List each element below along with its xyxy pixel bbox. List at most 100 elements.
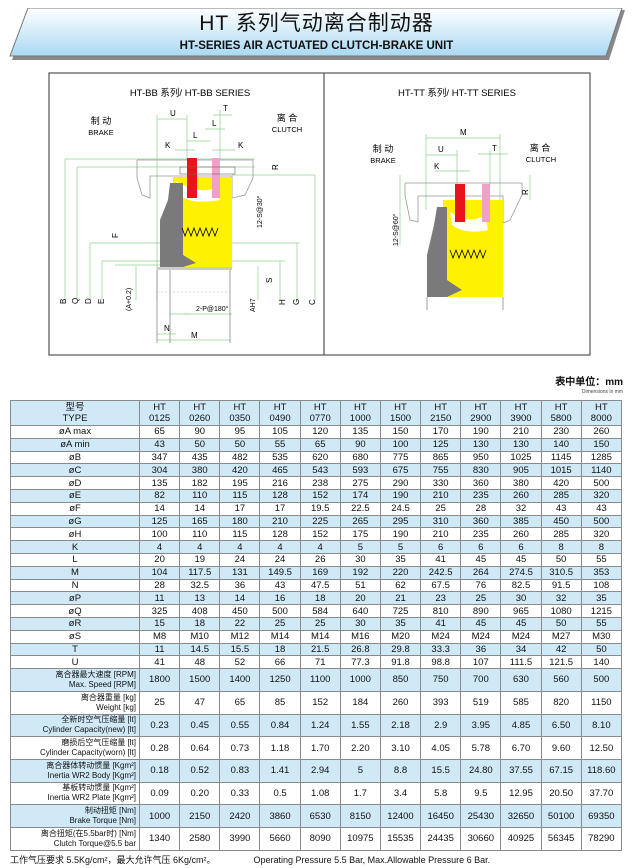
dim-B: B [59,299,68,304]
table-cell: 47 [179,690,221,715]
table-cell: 393 [420,690,462,715]
table-cell: 680 [339,450,381,465]
table-cell: 67.15 [540,758,582,783]
table-cell: 30 [339,552,381,567]
model-prefix: HT [153,402,166,413]
row-label: T [10,642,140,657]
table-cell: 47.5 [299,578,341,593]
table-row: øB 347 435 482 535 620 680 775 865 950 1025 1145 128… [10,450,623,465]
bb-cover-outline [136,159,254,199]
table-cell: 16450 [420,804,462,828]
bb-brake-en: BRAKE [88,128,113,137]
tt-dim-R: R [521,189,530,195]
dim-12S: 12-S@30° [256,195,264,228]
row-label: 离合器重量 [kg] Weight [kg] [10,690,140,715]
table-cell: 82 [138,488,181,503]
row-label: K [10,540,140,554]
table-cell: 1080 [540,604,582,618]
table-cell: 700 [460,668,502,692]
table-cell: 12400 [379,804,422,828]
table-cell: 150 [379,425,422,439]
table-cell: 130 [500,437,542,452]
table-cell: 6530 [299,804,341,828]
table-cell: 140 [580,655,623,670]
table-row: øA max 65 90 95 105 120 135 150 170 190 210 230 260 [10,425,623,439]
model-header: HT 2150 [420,400,462,426]
model-number: 2150 [430,413,452,424]
table-cell: 115 [219,527,261,542]
diagram-ht-tt: HT-TT 系列/ HT-TT SERIES 制 动 BRAKE 离 合 CLU… [370,87,556,310]
dim-R: R [271,164,280,170]
row-label-text: øF [69,503,81,515]
table-cell: 50 [219,437,261,452]
model-header: HT 3900 [500,400,542,426]
table-cell: 111.5 [500,655,542,670]
units-en: Dimensions in mm [581,389,623,395]
dim-K-clutch: K [238,141,244,150]
table-cell: 48 [179,655,221,670]
table-cell: 32 [540,591,582,606]
table-cell: 85 [259,690,301,715]
dim-2P: 2-P@180° [196,305,229,313]
row-label-text: 离合扭矩(在5.5bar时) [Nm] [40,828,136,838]
row-label: N [10,578,140,593]
row-label: U [10,655,140,670]
row-label: øE [10,488,140,503]
row-label-text: M [71,567,79,579]
table-cell: 210 [420,527,462,542]
table-cell: 26.8 [339,642,381,657]
table-cell: M20 [379,629,422,644]
table-cell: 192 [339,565,381,580]
table-cell: M8 [138,629,181,644]
table-cell: 8 [580,540,623,554]
table-cell: 152 [299,488,341,503]
table-cell: 230 [540,425,582,439]
table-cell: 35 [379,552,422,567]
row-label-text: K [71,541,79,553]
table-cell: 1500 [179,668,221,692]
table-cell: 20.50 [540,781,582,806]
table-cell: 1000 [339,668,381,692]
table-cell: 15 [138,616,181,631]
row-label-text: 全新时空气压缩量 [lt] [61,715,136,725]
table-cell: 0.23 [138,713,181,738]
dim-H: H [278,299,287,305]
table-cell: 91.5 [540,578,582,593]
table-cell: 4 [219,540,261,554]
table-cell: 6.50 [540,713,582,738]
table-cell: 380 [500,476,542,490]
table-cell: 20 [138,552,181,567]
table-cell: 535 [259,450,301,465]
tt-dim-M: M [460,128,467,137]
table-cell: 78290 [580,826,623,851]
table-cell: 90 [339,437,381,452]
dim-A: (A+0.2) [126,288,133,311]
dim-E: E [97,299,106,304]
table-cell: 15.5 [219,642,261,657]
table-cell: 50100 [540,804,582,828]
table-row: øS M8 M10 M12 M14 M14 M16 M20 M24 M24 M24 M27 M30 [10,629,623,644]
table-cell: 40925 [500,826,542,851]
table-cell: 810 [420,604,462,618]
table-cell: M24 [460,629,502,644]
table-row: øQ 325 408 450 500 584 640 725 810 890 965 1080 1215 [10,604,623,618]
table-cell: 140 [540,437,582,452]
row-label: øH [10,527,140,542]
table-cell: 2150 [179,804,221,828]
table-row: 离合器最大速度 [RPM] Max. Speed [RPM] 1800 1500 140… [10,668,623,692]
table-cell: 775 [379,450,422,465]
title-cn: HT 系列气动离合制动器 [199,12,434,35]
bb-clutch-cn: 离 合 [277,112,298,123]
table-cell: 950 [460,450,502,465]
table-cell: 130 [460,437,502,452]
table-cell: 4 [259,540,301,554]
table-cell: 1.24 [299,713,341,738]
table-cell: 42 [540,642,582,657]
model-number: 8000 [590,413,612,424]
dim-M: M [191,331,198,340]
table-cell: 220 [379,565,422,580]
table-cell: 5660 [259,826,301,851]
table-cell: 26 [299,552,341,567]
table-cell: 465 [259,463,301,478]
table-cell: 18 [299,591,341,606]
